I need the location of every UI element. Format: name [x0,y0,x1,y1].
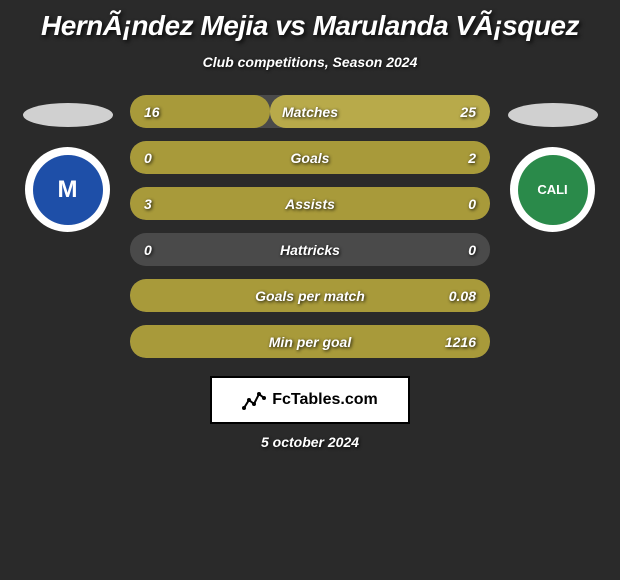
stat-left-value: 0 [144,150,152,166]
chart-icon [242,388,266,412]
club-badge-left: M [25,147,110,232]
stat-row-matches: 16 Matches 25 [130,95,490,128]
footer-brand-logo: FcTables.com [210,376,410,424]
stat-row-goals: 0 Goals 2 [130,141,490,174]
stat-right-value: 0.08 [449,288,476,304]
stats-column: 16 Matches 25 0 Goals 2 3 Assists 0 0 H [130,95,490,358]
season-subtitle: Club competitions, Season 2024 [20,54,600,70]
player-left-silhouette [23,103,113,127]
brand-text: FcTables.com [272,391,378,409]
player-left-column: M [20,95,115,232]
page-title: HernÃ¡ndez Mejia vs Marulanda VÃ¡squez [20,10,600,42]
stat-label: Min per goal [269,334,351,350]
club-logo-right: CALI [518,155,588,225]
stat-right-value: 2 [468,150,476,166]
comparison-area: M 16 Matches 25 0 Goals 2 3 A [20,95,600,358]
stat-right-value: 0 [468,196,476,212]
stat-label: Goals per match [255,288,365,304]
stat-row-gpm: Goals per match 0.08 [130,279,490,312]
club-logo-left: M [33,155,103,225]
stat-left-value: 16 [144,104,160,120]
stat-label: Matches [282,104,338,120]
stat-label: Goals [291,150,330,166]
player-right-column: CALI [505,95,600,232]
stat-left-value: 0 [144,242,152,258]
date-text: 5 october 2024 [20,434,600,450]
stat-row-mpg: Min per goal 1216 [130,325,490,358]
stat-label: Hattricks [280,242,340,258]
stat-right-value: 25 [460,104,476,120]
player-right-silhouette [508,103,598,127]
stat-label: Assists [285,196,335,212]
stat-left-value: 3 [144,196,152,212]
stat-right-value: 1216 [445,334,476,350]
stat-row-assists: 3 Assists 0 [130,187,490,220]
stat-right-value: 0 [468,242,476,258]
stat-row-hattricks: 0 Hattricks 0 [130,233,490,266]
club-badge-right: CALI [510,147,595,232]
